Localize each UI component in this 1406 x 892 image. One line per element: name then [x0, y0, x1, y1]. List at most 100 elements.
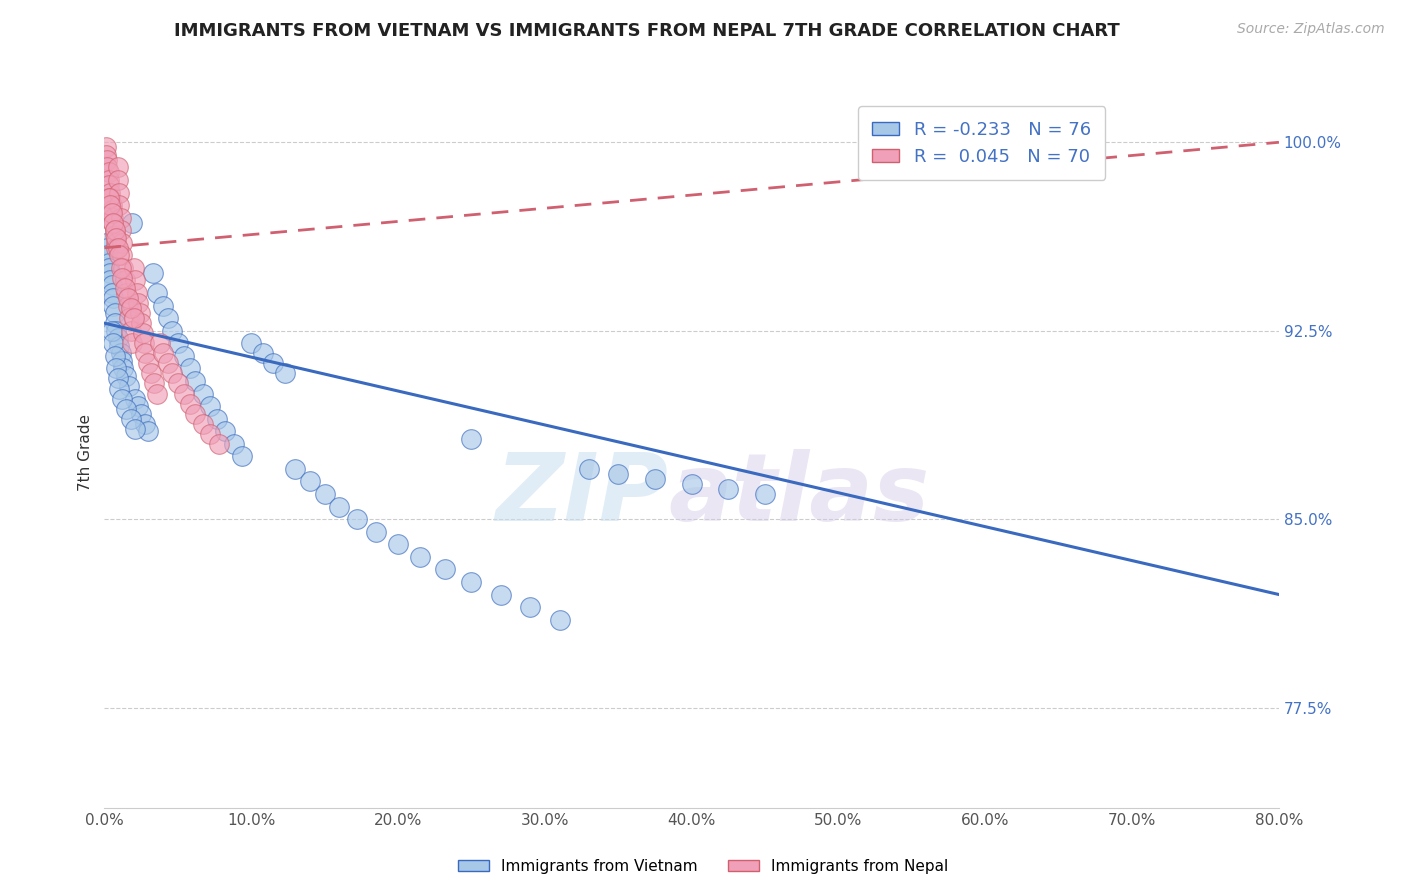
- Point: [108, 382, 131, 396]
- Point: [198, 399, 221, 413]
- Point: [103, 336, 125, 351]
- Point: [644, 472, 666, 486]
- Point: [107, 241, 129, 255]
- Point: [160, 367, 183, 381]
- Point: [222, 437, 245, 451]
- Point: [110, 223, 132, 237]
- Point: [131, 326, 153, 341]
- Legend: Immigrants from Vietnam, Immigrants from Nepal: Immigrants from Vietnam, Immigrants from…: [451, 853, 955, 880]
- Point: [434, 562, 457, 576]
- Point: [125, 286, 148, 301]
- Point: [198, 426, 221, 441]
- Point: [328, 500, 350, 514]
- Point: [96, 161, 118, 175]
- Point: [100, 278, 122, 293]
- Point: [152, 299, 174, 313]
- Point: [166, 336, 188, 351]
- Point: [156, 311, 179, 326]
- Point: [104, 306, 127, 320]
- Point: [548, 613, 571, 627]
- Point: [103, 216, 125, 230]
- Point: [105, 361, 128, 376]
- Point: [129, 407, 152, 421]
- Point: [103, 216, 125, 230]
- Point: [98, 198, 121, 212]
- Point: [240, 336, 263, 351]
- Point: [141, 367, 163, 381]
- Point: [191, 386, 214, 401]
- Point: [607, 467, 630, 481]
- Point: [111, 271, 134, 285]
- Point: [138, 424, 160, 438]
- Point: [98, 190, 121, 204]
- Point: [127, 296, 149, 310]
- Point: [143, 376, 166, 391]
- Point: [97, 165, 120, 179]
- Point: [214, 424, 236, 438]
- Point: [207, 411, 229, 425]
- Point: [108, 248, 131, 262]
- Point: [717, 482, 740, 496]
- Point: [298, 475, 321, 489]
- Point: [103, 299, 125, 313]
- Point: [127, 399, 149, 413]
- Point: [110, 211, 132, 225]
- Point: [105, 324, 128, 338]
- Point: [489, 588, 512, 602]
- Point: [314, 487, 336, 501]
- Point: [118, 311, 141, 326]
- Point: [97, 173, 120, 187]
- Point: [124, 392, 146, 406]
- Point: [121, 216, 143, 230]
- Point: [578, 462, 600, 476]
- Point: [96, 153, 118, 167]
- Point: [110, 346, 132, 360]
- Point: [346, 512, 368, 526]
- Point: [104, 316, 127, 330]
- Point: [173, 386, 195, 401]
- Point: [121, 336, 143, 351]
- Point: [134, 417, 156, 431]
- Point: [96, 241, 118, 255]
- Point: [124, 273, 146, 287]
- Point: [111, 392, 134, 406]
- Text: atlas: atlas: [668, 450, 929, 541]
- Point: [274, 367, 297, 381]
- Point: [231, 450, 253, 464]
- Point: [97, 256, 120, 270]
- Point: [114, 281, 136, 295]
- Point: [104, 228, 127, 243]
- Point: [105, 241, 128, 255]
- Point: [108, 186, 131, 200]
- Point: [94, 235, 117, 250]
- Point: [152, 346, 174, 360]
- Point: [111, 248, 134, 262]
- Point: [117, 291, 139, 305]
- Point: [117, 299, 139, 313]
- Point: [184, 374, 207, 388]
- Point: [173, 349, 195, 363]
- Point: [156, 356, 179, 370]
- Point: [142, 266, 165, 280]
- Point: [460, 574, 482, 589]
- Point: [100, 203, 122, 218]
- Point: [107, 371, 129, 385]
- Point: [179, 361, 201, 376]
- Point: [94, 140, 117, 154]
- Point: [115, 286, 138, 301]
- Point: [100, 324, 122, 338]
- Point: [519, 600, 541, 615]
- Point: [409, 549, 432, 564]
- Point: [105, 231, 128, 245]
- Point: [179, 396, 201, 410]
- Point: [104, 223, 127, 237]
- Point: [107, 173, 129, 187]
- Point: [754, 487, 776, 501]
- Point: [112, 260, 135, 275]
- Text: ZIP: ZIP: [495, 450, 668, 541]
- Point: [115, 368, 138, 383]
- Point: [166, 376, 188, 391]
- Point: [149, 336, 172, 351]
- Point: [120, 301, 142, 315]
- Point: [120, 411, 142, 425]
